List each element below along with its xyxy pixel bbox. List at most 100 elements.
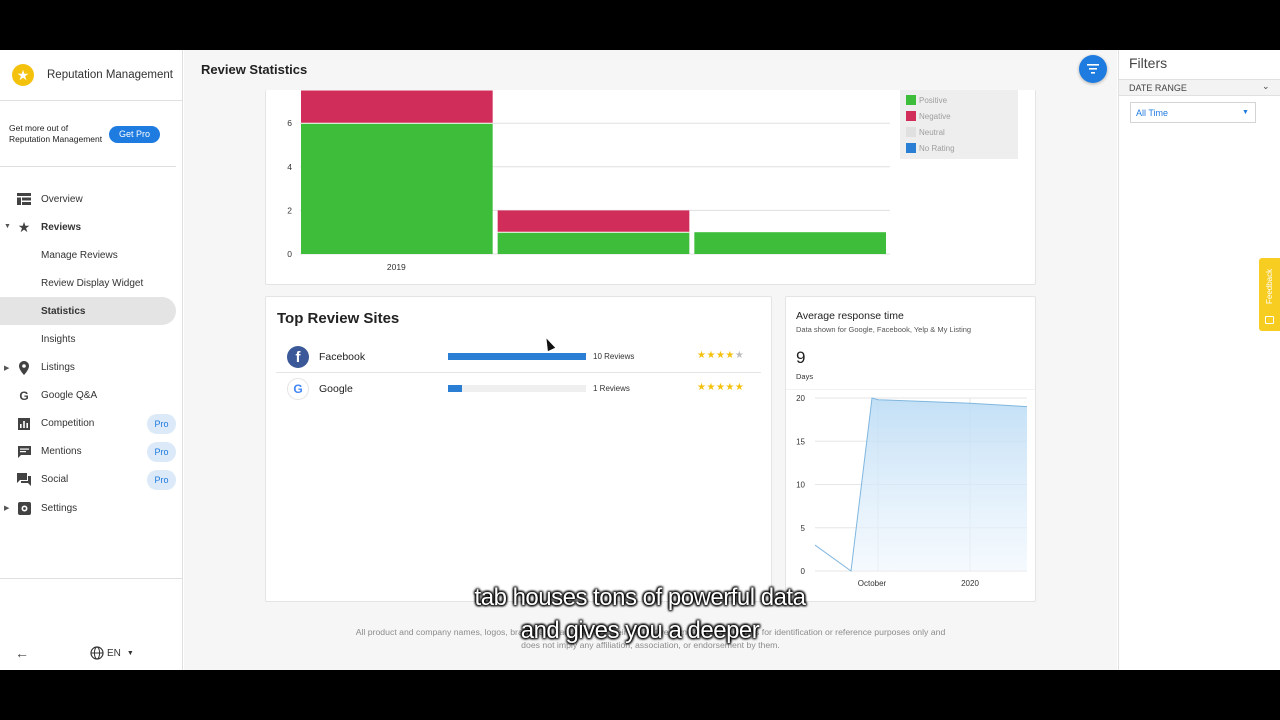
sidebar-nav: Overview ▼ ★ Reviews Manage Reviews Review Di… [0,185,183,522]
y-tick-label: 0 [801,567,806,576]
legend-label: Positive [919,96,948,105]
rating-star-icon: ★ [697,382,707,393]
sidebar-item-label: Statistics [41,305,86,317]
rating-star-icon: ★ [697,350,707,361]
sidebar-item-label: Listings [41,362,75,374]
response-time-value: 9 [796,348,806,367]
language-selector[interactable]: EN ▼ [90,646,134,660]
bar-negative [497,210,690,233]
divider [0,166,176,167]
forum-icon [16,472,32,488]
filters-title: Filters [1129,55,1168,71]
filters-panel: Filters DATE RANGE ⌄ All Time ▼ [1118,50,1280,670]
review-share-fill [448,385,462,392]
promo-line-2: Reputation Management [9,134,103,144]
response-time-chart: 0 5 10 15 20 October 2020 [786,389,1035,588]
x-tick-label: 2019 [387,262,406,272]
sidebar-item-listings[interactable]: ▶ Listings [0,354,183,382]
sidebar-item-reviews[interactable]: ▼ ★ Reviews [0,213,183,241]
review-share-fill [448,353,586,360]
date-range-header[interactable]: DATE RANGE ⌄ [1119,79,1280,96]
feedback-tab[interactable]: Feedback [1259,258,1280,331]
date-range-value: All Time [1136,108,1169,118]
pro-badge[interactable]: Pro [147,469,176,490]
google-g-icon: G [19,388,29,403]
review-share-bar [448,385,586,392]
ratings-chart-card: 0 2 4 6 2019 Positive Negative Neutral No Rating [265,90,1036,285]
sidebar-item-label: Social [41,474,69,486]
site-name: Google [319,383,353,395]
legend-swatch [906,111,916,121]
y-tick-label: 2 [287,205,292,215]
gear-icon [16,500,32,516]
top-review-sites-card: Top Review Sites f Facebook 10 Reviews ★★★★… [265,296,772,602]
sidebar-item-mentions[interactable]: Mentions Pro [0,438,183,466]
rating-star-icon: ★ [734,382,745,393]
sidebar-item-insights[interactable]: Insights [0,325,183,353]
sidebar-item-social[interactable]: Social Pro [0,466,183,494]
sidebar-item-overview[interactable]: Overview [0,185,183,213]
page-title: Review Statistics [201,62,308,77]
comment-icon [16,444,32,460]
rating-star-icon: ★ [725,350,735,361]
promo-line-1: Get more out of [9,123,69,133]
legend-box [900,90,1018,159]
sidebar-item-manage-reviews[interactable]: Manage Reviews [0,241,183,269]
sidebar-item-review-display-widget[interactable]: Review Display Widget [0,269,183,297]
date-range-label: DATE RANGE [1129,83,1187,93]
caret-down-icon[interactable]: ▼ [4,223,11,231]
get-pro-button[interactable]: Get Pro [109,126,160,143]
y-tick-label: 10 [796,481,805,490]
app-window: ★ Reputation Management Get more out of … [0,50,1280,670]
y-tick-label: 20 [796,394,805,403]
caret-right-icon[interactable]: ▶ [4,505,10,513]
x-tick-label: October [858,579,887,588]
sidebar-footer: ← EN ▼ [0,645,183,665]
sidebar-item-statistics[interactable]: Statistics [0,297,176,326]
filter-button[interactable] [1079,55,1107,83]
sidebar-item-label: Mentions [41,446,82,458]
pro-badge[interactable]: Pro [147,441,176,462]
response-time-card: Average response time Data shown for Goo… [785,296,1036,602]
review-count: 1 Reviews [593,384,630,393]
sidebar-item-google-q-a[interactable]: G Google Q&A [0,382,183,410]
comment-icon [1265,316,1274,324]
review-share-bar [448,353,586,360]
caret-right-icon[interactable]: ▶ [4,364,10,372]
rating-star-icon: ★ [706,350,716,361]
bar-negative [301,90,493,124]
sidebar-item-settings[interactable]: ▶ Settings [0,494,183,522]
rating-star-icon: ★ [725,382,735,393]
sidebar: ★ Reputation Management Get more out of … [0,50,183,670]
response-time-title: Average response time [796,310,904,322]
globe-icon [90,646,104,660]
filter-icon [1087,64,1099,74]
back-arrow-icon[interactable]: ← [15,645,29,661]
date-range-select[interactable]: All Time ▼ [1130,102,1256,123]
video-subtitles: tab houses tons of powerful data and giv… [0,581,1280,647]
dropdown-arrow-icon: ▼ [1242,109,1249,116]
legend-label: No Rating [919,144,955,153]
star-rating: ★★★★★ [697,382,744,393]
rating-star-icon: ★ [715,350,726,361]
pro-badge[interactable]: Pro [147,413,176,434]
subtitle-line-1: tab houses tons of powerful data [474,584,806,611]
google-logo-icon: G [287,378,309,400]
language-label: EN [107,647,121,659]
star-logo-icon: ★ [12,64,34,86]
brand[interactable]: ★ Reputation Management [12,63,173,87]
bar-positive [497,232,690,254]
feedback-label: Feedback [1265,268,1274,304]
rating-star-icon: ★ [734,350,745,361]
review-site-row[interactable]: G Google 1 Reviews ★★★★★ [276,373,761,405]
sidebar-item-label: Competition [41,418,95,430]
top-bar: Review Statistics [184,50,1117,90]
review-site-row[interactable]: f Facebook 10 Reviews ★★★★★ [276,341,761,373]
facebook-logo-icon: f [287,346,309,368]
legend-swatch [906,127,916,137]
disclaimer-line-2: does not imply any affiliation, associat… [521,640,780,650]
legend-label: Negative [919,112,951,121]
divider [0,578,183,579]
sidebar-item-competition[interactable]: Competition Pro [0,410,183,438]
legend-swatch [906,95,916,105]
